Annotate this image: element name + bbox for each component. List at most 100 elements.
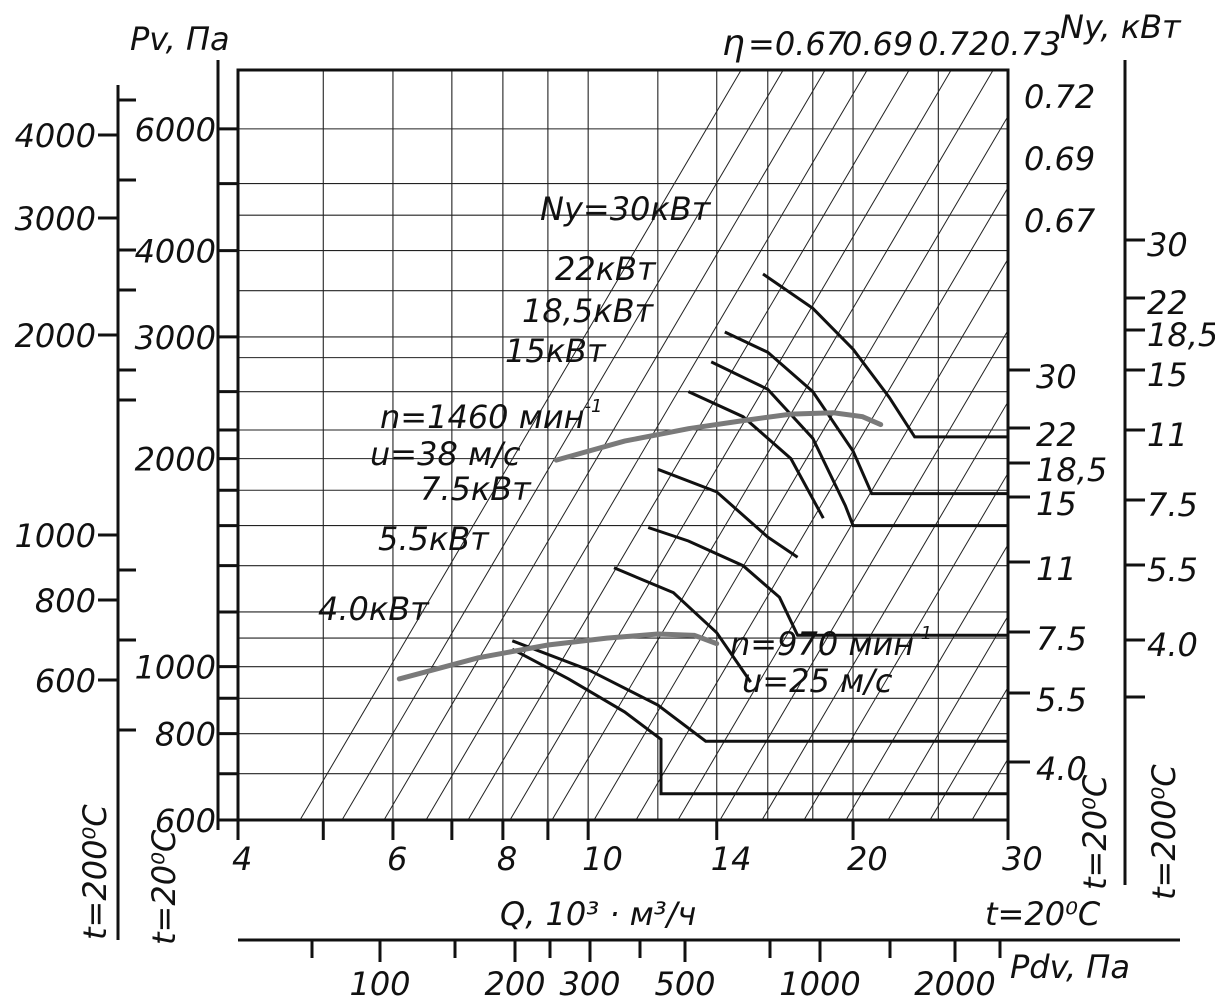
- left20-label-3: 2000: [135, 441, 216, 479]
- efficiency-line-12: [803, 472, 1008, 820]
- right20-label-7: 4.0: [1036, 750, 1087, 788]
- q-tick-label-5: 20: [847, 840, 888, 878]
- grid: [238, 70, 1008, 820]
- q-tick-label-2: 8: [497, 840, 517, 878]
- power-label-7: 4.0кВт: [318, 590, 430, 628]
- speed-curve-1: [396, 631, 720, 682]
- power-curves: [511, 272, 1008, 796]
- pdv-label-2: 300: [559, 965, 620, 1003]
- left20-label-1: 800: [155, 716, 216, 754]
- efficiency-line-14: [887, 615, 1008, 820]
- right20-label-5: 7.5: [1036, 620, 1087, 658]
- power-curve-5: [647, 526, 1008, 637]
- efficiency-line-15: [929, 686, 1008, 820]
- right-axis-label: Ny, кВт: [1060, 8, 1182, 46]
- right200-label-3: 15: [1147, 356, 1188, 394]
- right20-label-3: 15: [1036, 485, 1077, 523]
- power-label-1: 22кВт: [555, 250, 657, 288]
- power-curve-6: [613, 566, 752, 683]
- eta-value-0: =0.67: [748, 25, 847, 63]
- right20-label-4: 11: [1036, 550, 1077, 588]
- pdv-label-5: 2000: [914, 965, 995, 1003]
- speed2-u-label: u=25 м/с: [742, 662, 893, 700]
- efficiency-line-10: [719, 329, 1008, 820]
- pdv-condition: t=20⁰C: [985, 895, 1101, 933]
- left20-label-2: 1000: [135, 649, 216, 687]
- efficiency-line-9: [677, 258, 1008, 820]
- eta-side-0: 0.72: [1024, 78, 1095, 116]
- efficiency-line-4: [467, 70, 910, 820]
- efficiency-line-1: [341, 70, 784, 820]
- speed2-n-label: n=970 мин-1: [730, 623, 932, 663]
- efficiency-line-5: [509, 70, 952, 820]
- left20-label-6: 6000: [135, 111, 216, 149]
- plot-frame: [236, 68, 1010, 822]
- eta-symbol: η: [722, 23, 745, 64]
- speed1-u-label: u=38 м/с: [370, 435, 521, 473]
- left20-condition: t=20⁰C: [145, 829, 183, 945]
- power-curve-8: [511, 647, 1008, 796]
- left-axis-label: Pv, Па: [130, 20, 230, 58]
- right200-label-1: 22: [1147, 284, 1188, 322]
- right20-label-2: 18,5: [1036, 451, 1107, 489]
- right20-condition: t=20⁰C: [1076, 774, 1114, 890]
- eta-side-2: 0.67: [1024, 202, 1096, 240]
- power-curve-7: [511, 639, 1008, 743]
- pdv-label-3: 500: [654, 965, 715, 1003]
- left200-label-5: 4000: [15, 117, 96, 155]
- eta-side-1: 0.69: [1024, 140, 1095, 178]
- left200-label-1: 800: [35, 582, 96, 620]
- q-tick-label-6: 30: [1002, 840, 1043, 878]
- power-curve-1: [724, 330, 1008, 496]
- pdv-axis-label: Pdv, Па: [1010, 948, 1130, 986]
- power-label-6: 5.5кВт: [378, 520, 490, 558]
- eta-value-3: 0.73: [990, 25, 1061, 63]
- power-curve-3: [687, 390, 825, 519]
- left20-label-5: 4000: [135, 233, 216, 271]
- power-label-5: 7.5кВт: [420, 470, 532, 508]
- left200-label-4: 3000: [15, 200, 96, 238]
- eta-value-2: 0.72: [918, 25, 989, 63]
- right20-label-0: 30: [1036, 358, 1077, 396]
- labels: 4 6 8 10 14 20 30 Q, 10³ · м³/ч 600 800 1000 2000 30…: [15, 8, 1215, 1003]
- q-tick-label-4: 14: [711, 840, 752, 878]
- speed-curves: [396, 410, 884, 682]
- q-tick-label-1: 6: [387, 840, 407, 878]
- x-axis-label: Q, 10³ · м³/ч: [500, 895, 696, 933]
- eta-value-1: 0.69: [842, 25, 913, 63]
- right200-label-0: 30: [1147, 226, 1188, 264]
- axes: [98, 60, 1180, 962]
- speed1-n-label: n=1460 мин-1: [380, 396, 603, 436]
- power-label-3: 15кВт: [505, 332, 607, 370]
- right20-label-6: 5.5: [1036, 681, 1087, 719]
- right200-condition: t=200⁰C: [1145, 764, 1183, 900]
- right200-label-2: 18,5: [1147, 316, 1215, 354]
- power-curve-0: [762, 272, 1008, 439]
- power-curve-4: [657, 467, 799, 559]
- power-curve-2: [710, 360, 1008, 528]
- q-tick-label-0: 4: [232, 840, 252, 878]
- left200-label-3: 2000: [15, 317, 96, 355]
- power-label-2: 18,5кВт: [522, 292, 655, 330]
- pdv-label-1: 200: [484, 965, 545, 1003]
- left200-condition: t=200⁰C: [76, 804, 114, 940]
- right200-label-6: 5.5: [1147, 551, 1198, 589]
- efficiency-line-0: [299, 70, 742, 820]
- pdv-label-4: 1000: [779, 965, 860, 1003]
- left20-label-4: 3000: [135, 319, 216, 357]
- efficiency-line-13: [845, 543, 1008, 820]
- right200-label-4: 11: [1147, 416, 1188, 454]
- efficiency-line-8: [635, 186, 1008, 820]
- left20-label-0: 600: [155, 802, 216, 840]
- power-label-0: Ny=30кВт: [540, 190, 712, 228]
- efficiency-line-3: [425, 70, 868, 820]
- right200-label-7: 4.0: [1147, 626, 1198, 664]
- right200-label-5: 7.5: [1147, 486, 1198, 524]
- speed-curve-0: [553, 410, 884, 463]
- q-tick-label-3: 10: [582, 840, 623, 878]
- pdv-label-0: 100: [349, 965, 410, 1003]
- efficiency-line-11: [761, 400, 1008, 820]
- left200-label-0: 600: [35, 662, 96, 700]
- left200-label-2: 1000: [15, 517, 96, 555]
